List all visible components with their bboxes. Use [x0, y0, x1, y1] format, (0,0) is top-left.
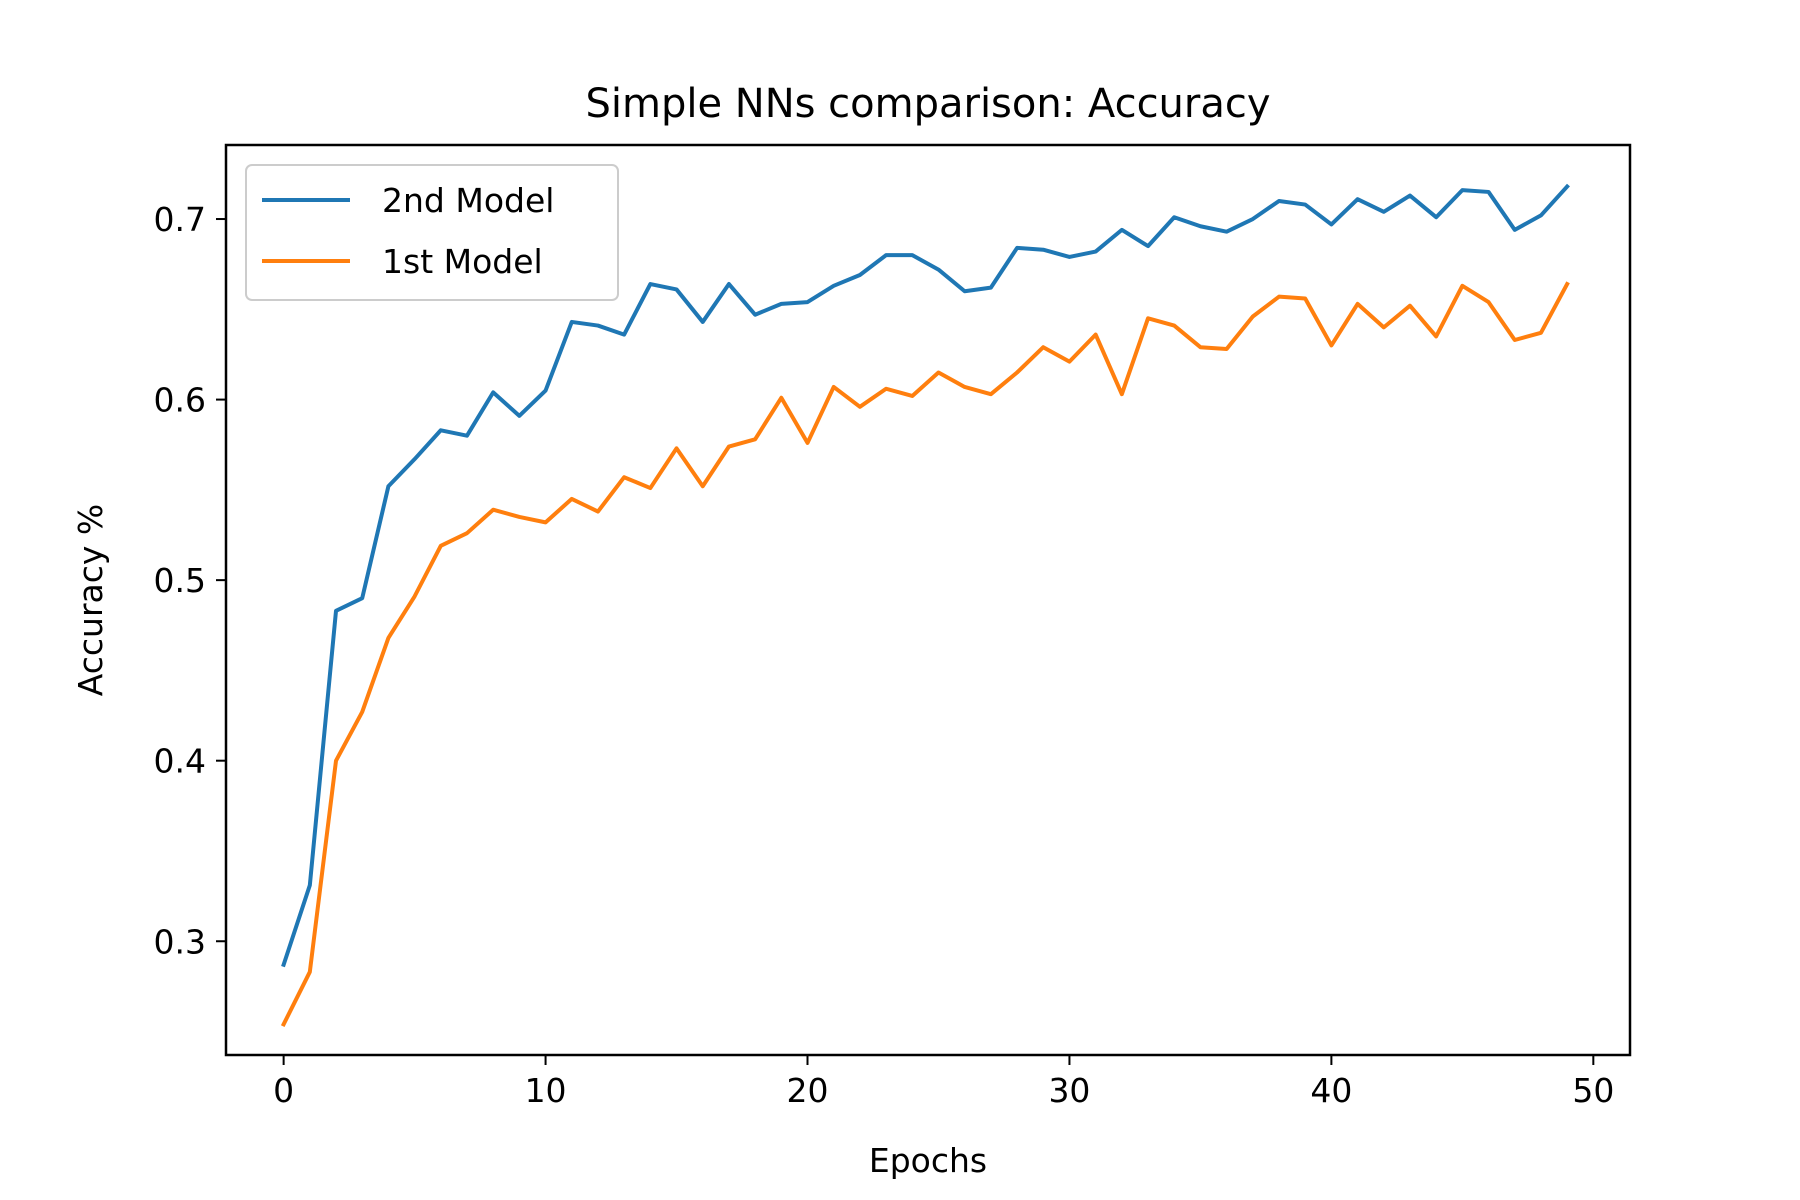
plot-frame: [224, 143, 1632, 1057]
y-tick-label: 0.6: [154, 381, 206, 420]
y-axis-title: Accuracy %: [71, 504, 110, 697]
x-tick-label: 40: [1310, 1071, 1352, 1110]
x-tick-label: 0: [273, 1071, 294, 1110]
legend: 2nd Model 1st Model: [245, 164, 619, 301]
legend-label-1st-model: 1st Model: [382, 242, 543, 281]
series-line-1st-model: [280, 281, 1570, 1027]
x-tick-label: 50: [1572, 1071, 1614, 1110]
x-tick-label: 20: [787, 1071, 829, 1110]
legend-label-2nd-model: 2nd Model: [382, 181, 554, 220]
chart-title: Simple NNs comparison: Accuracy: [585, 81, 1270, 127]
x-tick-label: 10: [525, 1071, 567, 1110]
x-axis-title: Epochs: [869, 1141, 987, 1180]
y-tick-label: 0.7: [154, 200, 206, 239]
y-tick-label: 0.3: [154, 922, 206, 961]
series-line-2nd-model: [281, 183, 1570, 968]
y-tick-label: 0.5: [154, 561, 206, 600]
y-axis-ticks: 0.3 0.4 0.5 0.6 0.7: [154, 200, 226, 961]
series-layer: [280, 183, 1570, 1027]
x-tick-label: 30: [1048, 1071, 1090, 1110]
x-axis-ticks: 0 10 20 30 40 50: [273, 1055, 1614, 1110]
y-tick-label: 0.4: [154, 742, 206, 781]
